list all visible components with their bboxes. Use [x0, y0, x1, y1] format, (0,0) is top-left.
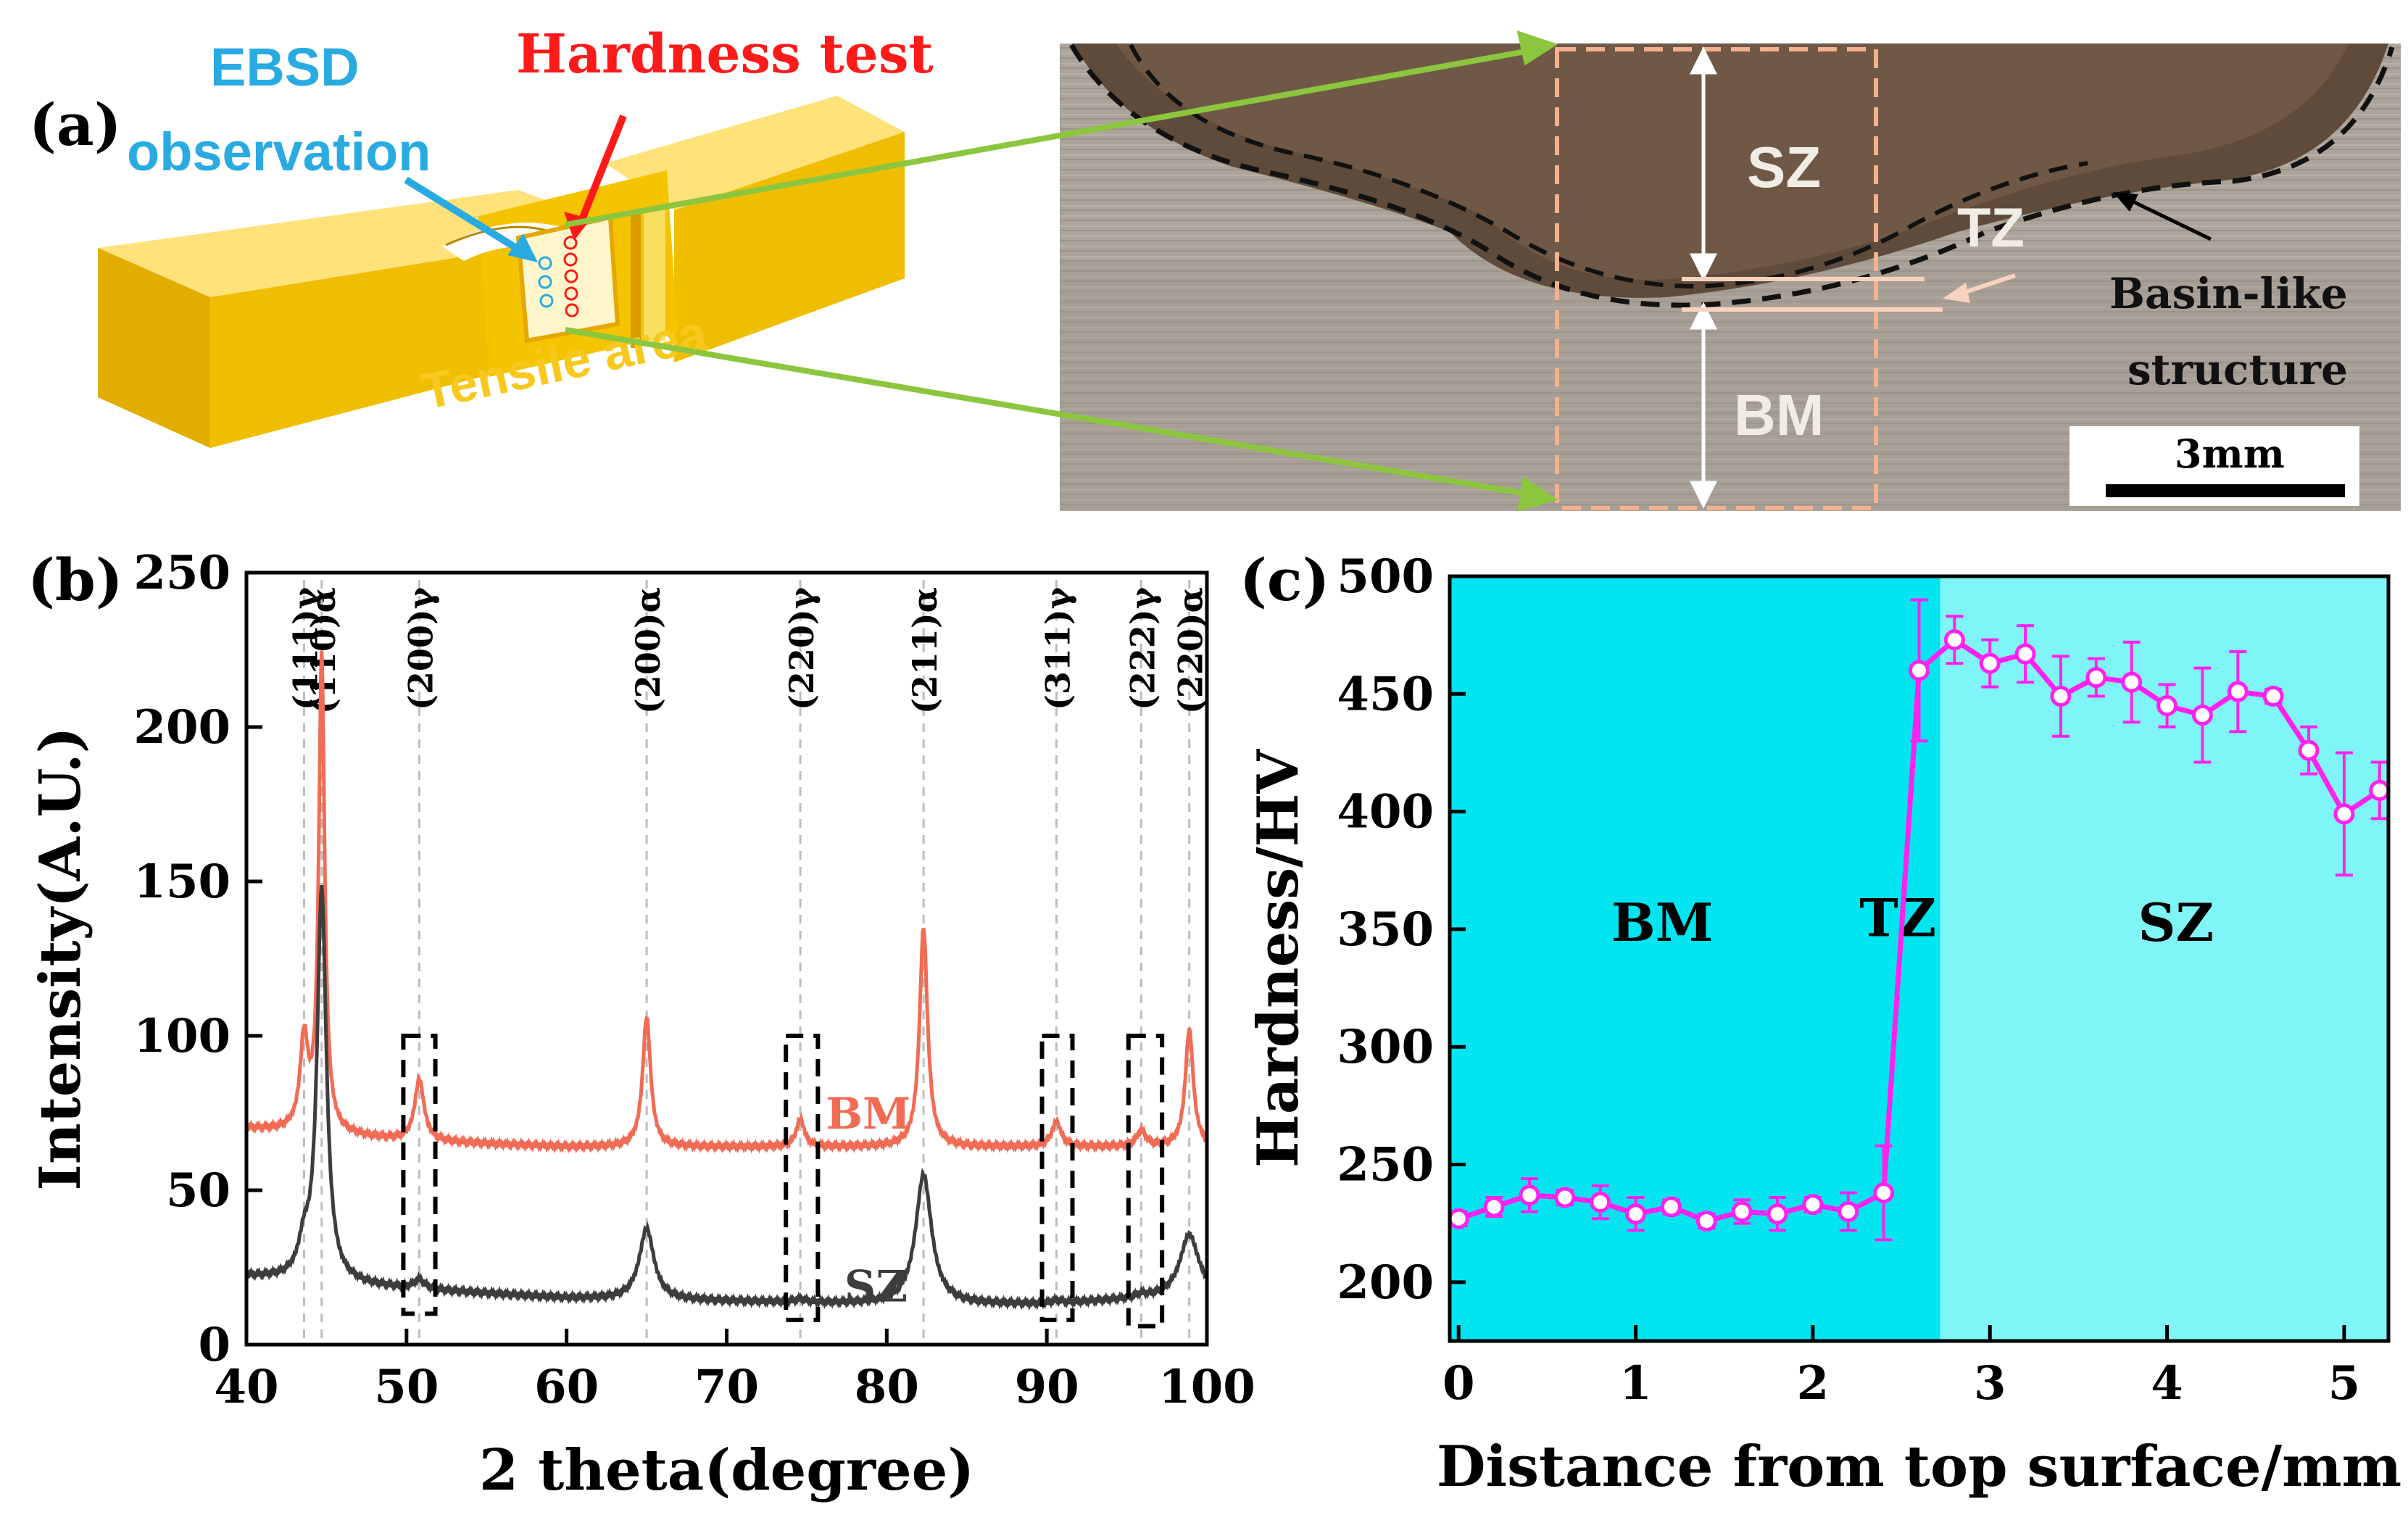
y-tick-label: 50 — [166, 1163, 231, 1218]
region-label-tz: TZ — [1859, 887, 1936, 949]
data-point — [2191, 705, 2213, 726]
hardness-test-label: Hardness test — [516, 23, 934, 86]
series-line-sz — [244, 884, 1209, 1311]
x-tick-label: 40 — [214, 1360, 278, 1414]
panel-b-label: (b) — [28, 546, 123, 614]
bm-zone-label: BM — [1734, 383, 1824, 447]
y-tick-label: 500 — [1337, 549, 1434, 604]
x-tick-label: 2 — [1797, 1356, 1830, 1411]
data-point — [2262, 686, 2284, 707]
data-point — [1873, 1182, 1895, 1203]
peak-label: (311)γ — [1038, 586, 1077, 710]
hardness-chart: BM SZ TZ 0 1 2 3 4 5 200 250 300 350 400 450 500 Distanc… — [1245, 549, 2401, 1500]
data-point — [1838, 1200, 1859, 1222]
x-tick-label: 50 — [374, 1360, 439, 1414]
y-tick-label: 200 — [1337, 1255, 1434, 1310]
panel-a-label: (a) — [29, 91, 122, 159]
data-point — [1625, 1203, 1647, 1225]
plot-frame — [1448, 574, 2391, 1343]
peak-highlight-box — [1126, 1034, 1165, 1329]
legend-bm: BM — [826, 1089, 910, 1139]
peak-highlight-box — [784, 1034, 821, 1322]
data-point — [1448, 1208, 1469, 1229]
ebsd-points — [538, 256, 554, 308]
tz-zone-label: TZ — [1957, 197, 2025, 259]
xrd-chart: (111)γ(110)α (200)γ (200)α (220)γ (211)α (311… — [28, 546, 1255, 1503]
x-tick-label: 1 — [1619, 1356, 1652, 1411]
peak-label: (200)α — [628, 587, 668, 714]
data-point — [2333, 803, 2355, 825]
peak-label: (220)γ — [782, 586, 821, 710]
data-point — [1519, 1184, 1540, 1206]
data-point — [2156, 695, 2178, 717]
peak-label: (222)γ — [1123, 586, 1162, 710]
peak-label: (200)γ — [402, 586, 441, 710]
legend-sz: SZ — [844, 1261, 908, 1312]
data-point — [1695, 1210, 1717, 1232]
ebsd-label-line2: observation — [127, 122, 431, 182]
x-axis-title: Distance from top surface/mm — [1437, 1434, 2401, 1500]
y-tick-label: 250 — [1337, 1138, 1434, 1192]
data-point — [2298, 739, 2320, 761]
peak-highlight-box — [1039, 1034, 1075, 1322]
data-point — [1766, 1203, 1788, 1225]
data-point — [1731, 1200, 1753, 1222]
y-tick-label: 450 — [1337, 667, 1434, 721]
series-line-bm — [244, 650, 1209, 1154]
x-tick-label: 80 — [855, 1360, 919, 1414]
data-point — [1590, 1191, 1611, 1213]
x-tick-label: 60 — [534, 1360, 599, 1414]
data-point — [2121, 671, 2143, 693]
hardness-points — [563, 236, 579, 317]
x-axis-title: 2 theta(degree) — [479, 1437, 974, 1503]
data-point — [1802, 1194, 1824, 1216]
peak-label: (211)α — [905, 587, 944, 714]
x-tick-label: 5 — [2328, 1356, 2361, 1411]
panel-c-label: (c) — [1240, 546, 1329, 614]
y-tick-label: 400 — [1337, 785, 1434, 839]
x-tick-label: 3 — [1974, 1356, 2006, 1411]
scale-bar-label: 3mm — [2175, 431, 2285, 477]
ebsd-label-line1: EBSD — [210, 37, 360, 97]
sz-zone-label: SZ — [1747, 135, 1821, 199]
y-axis-title: Intensity(A.U.) — [28, 727, 94, 1191]
data-point — [2227, 681, 2249, 702]
data-point — [1979, 652, 2001, 674]
x-tick-label: 90 — [1015, 1360, 1079, 1414]
data-point — [2085, 667, 2107, 689]
x-tick-label: 70 — [694, 1360, 759, 1414]
y-tick-label: 100 — [133, 1009, 231, 1063]
peak-label: (220)α — [1171, 587, 1211, 714]
y-tick-label: 0 — [198, 1318, 231, 1372]
peak-label: (111)γ — [286, 586, 325, 710]
y-tick-label: 250 — [133, 546, 231, 600]
data-point — [2050, 686, 2072, 707]
specimen-illustration — [98, 96, 905, 448]
region-sz — [1940, 576, 2388, 1341]
x-tick-label: 4 — [2151, 1356, 2183, 1411]
data-point — [2014, 643, 2036, 665]
x-tick-label: 0 — [1442, 1356, 1475, 1411]
data-point — [2369, 779, 2391, 801]
y-tick-label: 200 — [133, 700, 231, 755]
data-point — [1554, 1187, 1576, 1208]
basin-label-line2: structure — [2127, 345, 2348, 394]
data-point — [1483, 1196, 1505, 1218]
data-point — [1909, 660, 1930, 681]
y-tick-label: 350 — [1337, 902, 1434, 957]
y-tick-label: 150 — [133, 855, 231, 909]
data-point — [1943, 629, 1965, 651]
region-bm — [1450, 576, 1940, 1341]
data-point — [1660, 1196, 1682, 1218]
peak-highlight-box — [401, 1034, 438, 1316]
x-tick-label: 100 — [1158, 1360, 1255, 1414]
region-label-bm: BM — [1611, 892, 1714, 953]
region-label-sz: SZ — [2138, 892, 2214, 953]
y-axis-title: Hardness/HV — [1245, 749, 1311, 1168]
macrograph — [565, 30, 2401, 512]
y-tick-label: 300 — [1337, 1020, 1434, 1074]
basin-label-line1: Basin-like — [2109, 269, 2348, 318]
